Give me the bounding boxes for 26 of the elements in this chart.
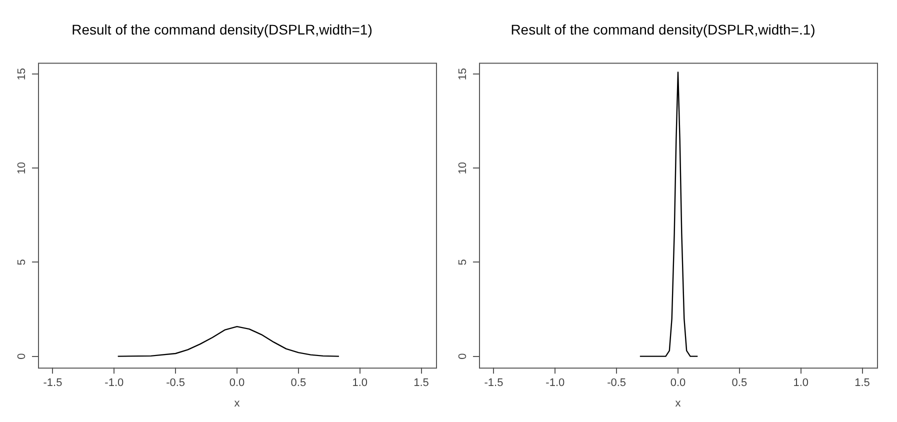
y-tick-label: 15 xyxy=(16,68,28,80)
x-tick-label: -0.5 xyxy=(607,377,626,390)
y-tick-label: 5 xyxy=(16,259,28,266)
x-tick-label: 1.0 xyxy=(352,377,368,390)
x-axis-title: x xyxy=(234,397,240,410)
x-tick-label: 0.5 xyxy=(290,377,306,390)
x-tick-label: -1.0 xyxy=(104,377,124,390)
x-tick-label: 1.0 xyxy=(793,377,808,390)
x-tick-label: -1.5 xyxy=(43,377,62,390)
y-tick-label: 15 xyxy=(457,68,470,80)
x-tick-label: -0.5 xyxy=(166,377,186,390)
x-tick-label: 0.0 xyxy=(229,377,245,390)
chart-title: Result of the command density(DSPLR,width=.1) xyxy=(510,21,816,38)
y-tick-label: 0 xyxy=(16,353,28,360)
x-tick-label: -1.5 xyxy=(484,377,504,390)
chart-title: Result of the command density(DSPLR,width=1) xyxy=(72,21,372,38)
y-tick-label: 10 xyxy=(457,162,470,174)
x-tick-label: -1.0 xyxy=(546,377,565,390)
x-tick-label: 1.5 xyxy=(854,377,870,390)
x-tick-label: 0.5 xyxy=(732,377,748,390)
x-tick-label: 0.0 xyxy=(670,377,686,390)
x-tick-label: 1.5 xyxy=(414,377,429,390)
y-tick-label: 5 xyxy=(457,259,470,266)
y-tick-label: 10 xyxy=(16,162,28,174)
y-tick-label: 0 xyxy=(457,353,470,360)
x-axis-title: x xyxy=(675,397,682,410)
